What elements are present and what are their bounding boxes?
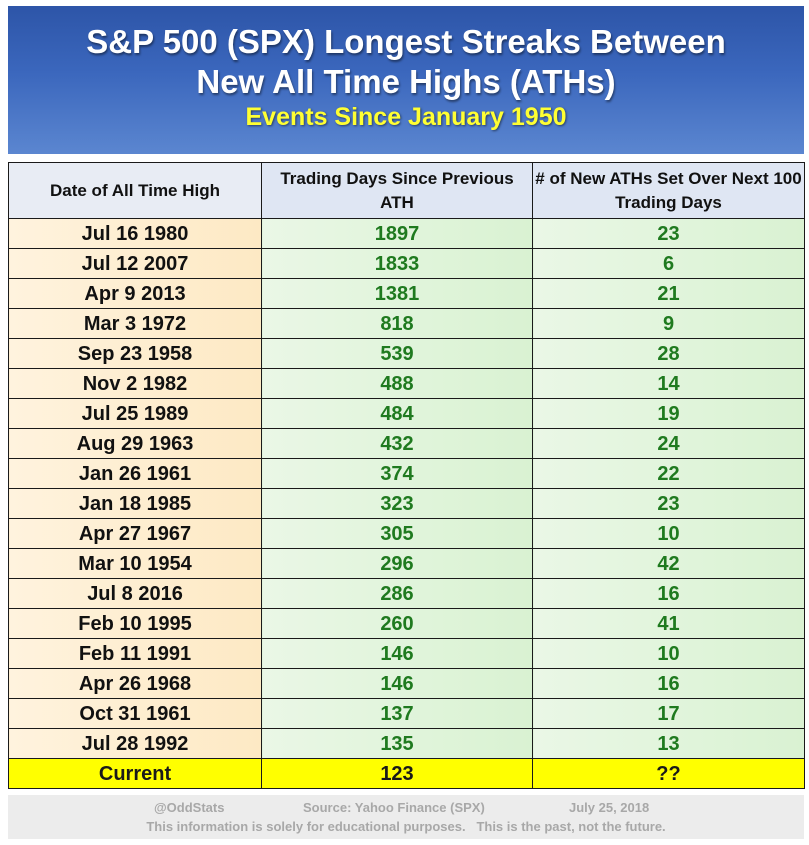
- cell-new-aths: 23: [532, 488, 805, 519]
- cell-new-aths: 24: [532, 428, 805, 459]
- streaks-table-container: Date of All Time High Trading Days Since…: [8, 162, 805, 789]
- cell-new-aths: 19: [532, 398, 805, 429]
- footer-credits: @OddStats Source: Yahoo Finance (SPX) Ju…: [8, 800, 804, 818]
- footer-date: July 25, 2018: [569, 800, 650, 815]
- cell-trading-days: 296: [261, 548, 533, 579]
- cell-trading-days: 1833: [261, 248, 533, 279]
- cell-new-aths: 16: [532, 578, 805, 609]
- cell-date: Feb 10 1995: [8, 608, 262, 639]
- column-header-date: Date of All Time High: [8, 162, 262, 219]
- table-row: Apr 27 1967 305 10: [8, 518, 805, 549]
- cell-date: Nov 2 1982: [8, 368, 262, 399]
- subtitle: Events Since January 1950: [245, 103, 567, 131]
- cell-new-aths-current: ??: [532, 758, 805, 789]
- cell-trading-days: 488: [261, 368, 533, 399]
- cell-date: Jan 18 1985: [8, 488, 262, 519]
- footer-disclaimer: This information is solely for education…: [146, 819, 666, 834]
- cell-date: Jul 12 2007: [8, 248, 262, 279]
- table-row: Sep 23 1958 539 28: [8, 338, 805, 369]
- title-line-2: New All Time Highs (ATHs): [196, 63, 616, 100]
- cell-new-aths: 10: [532, 518, 805, 549]
- cell-new-aths: 14: [532, 368, 805, 399]
- table-row: Jul 8 2016 286 16: [8, 578, 805, 609]
- cell-date: Oct 31 1961: [8, 698, 262, 729]
- cell-trading-days: 286: [261, 578, 533, 609]
- table-header-row: Date of All Time High Trading Days Since…: [8, 162, 805, 219]
- cell-date: Jul 25 1989: [8, 398, 262, 429]
- cell-new-aths: 21: [532, 278, 805, 309]
- cell-date: Jul 28 1992: [8, 728, 262, 759]
- cell-trading-days: 484: [261, 398, 533, 429]
- cell-trading-days: 146: [261, 668, 533, 699]
- cell-date: Mar 3 1972: [8, 308, 262, 339]
- table-row: Apr 26 1968 146 16: [8, 668, 805, 699]
- cell-date: Apr 27 1967: [8, 518, 262, 549]
- table-row: Apr 9 2013 1381 21: [8, 278, 805, 309]
- column-header-new-aths: # of New ATHs Set Over Next 100 Trading …: [532, 162, 805, 219]
- cell-new-aths: 22: [532, 458, 805, 489]
- footer-source: Source: Yahoo Finance (SPX): [303, 800, 485, 815]
- table-row-current: Current 123??: [8, 758, 805, 789]
- cell-date: Aug 29 1963: [8, 428, 262, 459]
- table-row: Jul 28 1992 135 13: [8, 728, 805, 759]
- column-header-trading-days: Trading Days Since Previous ATH: [261, 162, 533, 219]
- cell-trading-days: 305: [261, 518, 533, 549]
- table-row: Mar 10 1954 296 42: [8, 548, 805, 579]
- cell-new-aths: 28: [532, 338, 805, 369]
- footer-handle: @OddStats: [154, 800, 225, 815]
- table-row: Feb 11 1991 146 10: [8, 638, 805, 669]
- cell-trading-days: 432: [261, 428, 533, 459]
- cell-new-aths: 6: [532, 248, 805, 279]
- cell-new-aths: 23: [532, 218, 805, 249]
- cell-new-aths: 42: [532, 548, 805, 579]
- cell-trading-days: 1897: [261, 218, 533, 249]
- cell-date: Jul 16 1980: [8, 218, 262, 249]
- cell-trading-days: 539: [261, 338, 533, 369]
- cell-new-aths: 10: [532, 638, 805, 669]
- cell-new-aths: 41: [532, 608, 805, 639]
- footer: @OddStats Source: Yahoo Finance (SPX) Ju…: [8, 795, 804, 839]
- table-row: Oct 31 1961 137 17: [8, 698, 805, 729]
- cell-trading-days: 146: [261, 638, 533, 669]
- cell-date-current: Current: [8, 758, 262, 789]
- cell-trading-days: 260: [261, 608, 533, 639]
- cell-new-aths: 9: [532, 308, 805, 339]
- cell-trading-days-current: 123: [261, 758, 533, 789]
- cell-trading-days: 818: [261, 308, 533, 339]
- cell-trading-days: 1381: [261, 278, 533, 309]
- cell-date: Apr 9 2013: [8, 278, 262, 309]
- table-row: Jan 18 1985 323 23: [8, 488, 805, 519]
- table-row: Jul 25 1989 484 19: [8, 398, 805, 429]
- table-body: Jul 16 1980 1897 23 Jul 12 2007 1833 6 Apr 9 2…: [8, 218, 805, 789]
- cell-new-aths: 13: [532, 728, 805, 759]
- cell-new-aths: 17: [532, 698, 805, 729]
- table-row: Mar 3 1972 818 9: [8, 308, 805, 339]
- cell-date: Jan 26 1961: [8, 458, 262, 489]
- table-row: Jul 16 1980 1897 23: [8, 218, 805, 249]
- cell-trading-days: 323: [261, 488, 533, 519]
- cell-trading-days: 135: [261, 728, 533, 759]
- table-row: Jul 12 2007 1833 6: [8, 248, 805, 279]
- cell-date: Jul 8 2016: [8, 578, 262, 609]
- title-banner: S&P 500 (SPX) Longest Streaks Between Ne…: [8, 6, 804, 154]
- cell-date: Feb 11 1991: [8, 638, 262, 669]
- title-line-1: S&P 500 (SPX) Longest Streaks Between: [86, 23, 726, 60]
- table-row: Aug 29 1963 432 24: [8, 428, 805, 459]
- cell-trading-days: 137: [261, 698, 533, 729]
- cell-date: Mar 10 1954: [8, 548, 262, 579]
- cell-trading-days: 374: [261, 458, 533, 489]
- table-row: Feb 10 1995 260 41: [8, 608, 805, 639]
- cell-new-aths: 16: [532, 668, 805, 699]
- cell-date: Sep 23 1958: [8, 338, 262, 369]
- table-row: Jan 26 1961 374 22: [8, 458, 805, 489]
- streaks-table: Date of All Time High Trading Days Since…: [8, 162, 805, 789]
- table-row: Nov 2 1982 488 14: [8, 368, 805, 399]
- cell-date: Apr 26 1968: [8, 668, 262, 699]
